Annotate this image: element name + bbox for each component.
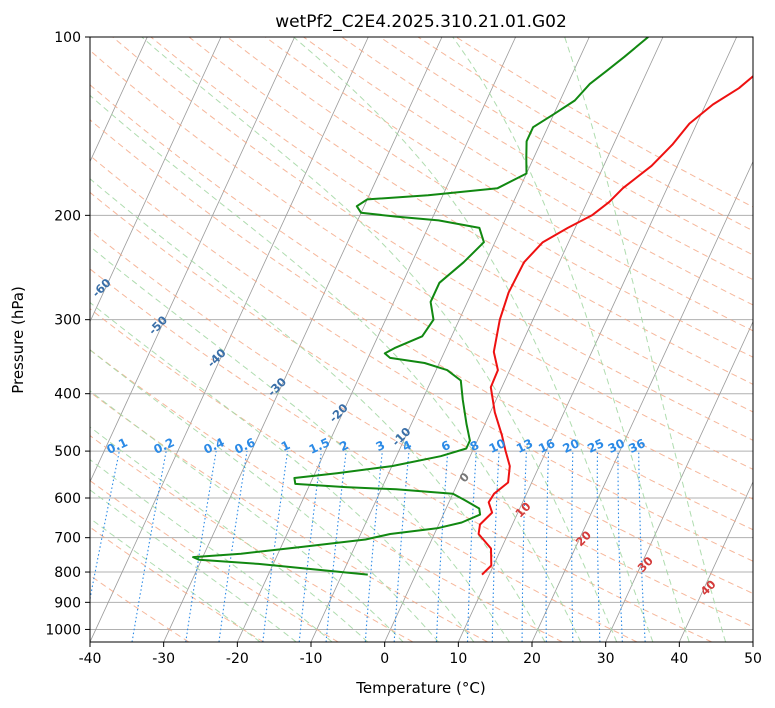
x-tick-label: -20 [226,651,249,667]
mixing-ratio-label: 30 [606,436,627,456]
y-tick-label: 900 [54,595,81,611]
mixing-ratio-label: 25 [585,436,606,456]
moist-adiabat [90,426,369,642]
dry-adiabat [90,480,339,642]
y-tick-label: 300 [54,313,81,329]
isotherm-line [457,37,737,642]
dry-adiabat [90,435,414,642]
x-tick-label: -30 [152,651,175,667]
x-tick-label: 10 [449,651,467,667]
moist-adiabat [90,245,510,642]
x-axis-label: Temperature (°C) [355,679,485,697]
moist-adiabat [90,94,582,642]
x-tick-label: 40 [670,651,688,667]
isotherm-line [605,320,753,642]
profile-lines [192,37,753,576]
x-tick-label: 30 [597,651,615,667]
mixing-ratio-line [325,451,347,642]
mixing-ratio-label: 10 [487,436,508,456]
moist-adiabat [90,517,261,642]
moist-adiabat [90,390,404,642]
dry-adiabat [90,391,488,642]
mixing-ratio-line [218,451,248,642]
plot-frame [89,36,754,643]
y-tick-label: 800 [54,565,81,581]
mixing-ratio-line [185,451,217,642]
isotherm-line [384,37,664,642]
dry-adiabat [90,229,753,628]
y-tick-label: 400 [54,387,81,403]
isotherm-line [90,37,222,323]
moist-adiabat [141,37,618,642]
axis-ticks: -40 -30 -20 -10 0 10 20 30 40 50 100 200 300 400 500 60… [45,30,762,667]
mixing-ratio-label: 36 [627,436,648,456]
dry-adiabat [90,154,753,562]
mixing-ratio-line [364,451,383,642]
y-tick-label: 1000 [45,622,81,638]
y-tick-label: 500 [54,444,81,460]
chart-title: wetPf2_C2E4.2025.310.21.01.G02 [275,12,567,32]
y-tick-label: 100 [54,30,81,46]
moist-adiabat [90,178,546,642]
dry-adiabat [150,37,753,413]
y-tick-label: 700 [54,531,81,547]
mixing-ratio-line [298,451,322,642]
isotherm-line [236,37,516,642]
dry-adiabat [303,37,753,306]
isotherm-line [90,37,369,642]
isotherm-line [531,160,753,642]
dry-adiabat [90,349,563,642]
mixing-ratio-label: 16 [536,436,557,456]
moist-adiabat [564,37,727,642]
mixing-ratio-line [262,451,289,642]
x-tick-label: 20 [523,651,541,667]
dry-adiabat [188,37,753,385]
dewpoint-profile [192,37,649,576]
y-tick-label: 200 [54,208,81,224]
x-tick-label: -40 [79,651,102,667]
mixing-ratio-label: 13 [514,436,535,456]
y-axis-label: Pressure (hPa) [9,286,27,394]
isotherm-line [678,480,753,642]
moist-adiabat [452,37,690,642]
moist-adiabat [293,37,654,642]
x-tick-label: -10 [300,651,323,667]
x-tick-label: 0 [380,651,389,667]
temperature-profile [477,74,753,576]
isotherm-line [90,37,295,483]
mixing-ratio-label: 20 [560,436,581,456]
isotherm-line [163,37,443,642]
x-tick-label: 50 [744,651,762,667]
y-tick-label: 600 [54,491,81,507]
moist-adiabat [90,301,475,642]
isotherm-line [90,37,148,163]
dry-adiabat [90,119,753,531]
dry-adiabat [90,84,753,500]
